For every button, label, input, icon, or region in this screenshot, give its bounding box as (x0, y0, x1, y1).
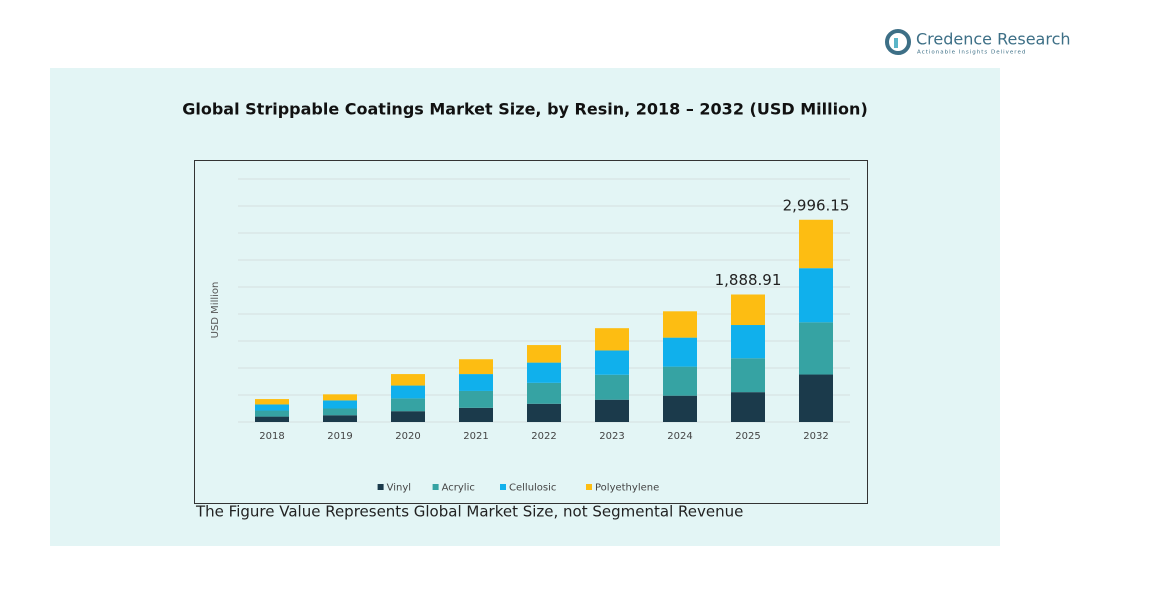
bar-segment (731, 294, 765, 326)
legend-label: Acrylic (442, 483, 475, 494)
y-axis-label: USD Million (210, 282, 221, 339)
plot-frame (194, 160, 868, 504)
bar-segment (255, 410, 289, 417)
bar-segment (663, 311, 697, 338)
bar-segment (527, 382, 561, 404)
bar-segment (595, 350, 629, 375)
legend-swatch (500, 484, 506, 490)
bar-segment (799, 219, 833, 269)
bar-segment (391, 374, 425, 386)
legend-label: Vinyl (387, 483, 411, 494)
bar-segment (595, 374, 629, 400)
x-tick-label: 2020 (395, 431, 420, 442)
chart-title: Global Strippable Coatings Market Size, … (182, 100, 868, 119)
logo-icon (885, 29, 911, 55)
legend-swatch (586, 484, 592, 490)
legend-swatch (432, 484, 439, 490)
bar-segment (731, 358, 765, 393)
bar-segment (459, 390, 493, 408)
total-label: 1,888.91 (715, 271, 782, 289)
bar-segment (731, 325, 765, 359)
x-tick-label: 2023 (599, 431, 624, 442)
bar-segment (663, 366, 697, 396)
bar-segment (595, 399, 629, 422)
x-tick-label: 2021 (463, 431, 488, 442)
brand-name: Credence Research (916, 30, 1071, 49)
bar-segment (391, 398, 425, 412)
legend-label: Cellulosic (509, 483, 556, 494)
bar-segment (391, 385, 425, 399)
x-tick-label: 2022 (531, 431, 556, 442)
brand-tagline: Actionable Insights Delivered (917, 50, 1026, 56)
bar-segment (323, 400, 357, 409)
logo: Credence Research Actionable Insights De… (885, 29, 1071, 56)
bar-segment (459, 359, 493, 375)
bar-segment (459, 407, 493, 422)
footnote: The Figure Value Represents Global Marke… (195, 503, 743, 521)
bar-segment (255, 399, 289, 405)
bar-segment (799, 374, 833, 422)
bar-segment (391, 411, 425, 422)
legend-swatch (377, 484, 384, 490)
bar-segment (527, 362, 561, 383)
x-tick-label: 2024 (667, 431, 692, 442)
panel (50, 68, 1000, 546)
logo-icon (894, 38, 898, 48)
bar-segment (731, 392, 765, 422)
bar-segment (595, 328, 629, 351)
bar-segment (799, 268, 833, 323)
legend-label: Polyethylene (595, 483, 659, 494)
bar-segment (663, 395, 697, 422)
x-tick-label: 2019 (327, 431, 352, 442)
plot: 2018 2019 2020 2021 2022 2023 2024 2025 2032 1,88… (238, 178, 850, 494)
bar-segment (799, 322, 833, 375)
x-tick-label: 2018 (259, 431, 284, 442)
bar-segment (255, 404, 289, 411)
bar-segment (323, 394, 357, 401)
bar-segment (323, 415, 357, 422)
total-label: 2,996.15 (783, 196, 850, 214)
bar-segment (663, 337, 697, 367)
bar-segment (323, 408, 357, 416)
bar-segment (255, 416, 289, 422)
bar-segment (527, 345, 561, 363)
x-tick-label: 2032 (803, 431, 828, 442)
bar-segment (527, 403, 561, 422)
bar-segment (459, 374, 493, 391)
x-tick-label: 2025 (735, 431, 760, 442)
